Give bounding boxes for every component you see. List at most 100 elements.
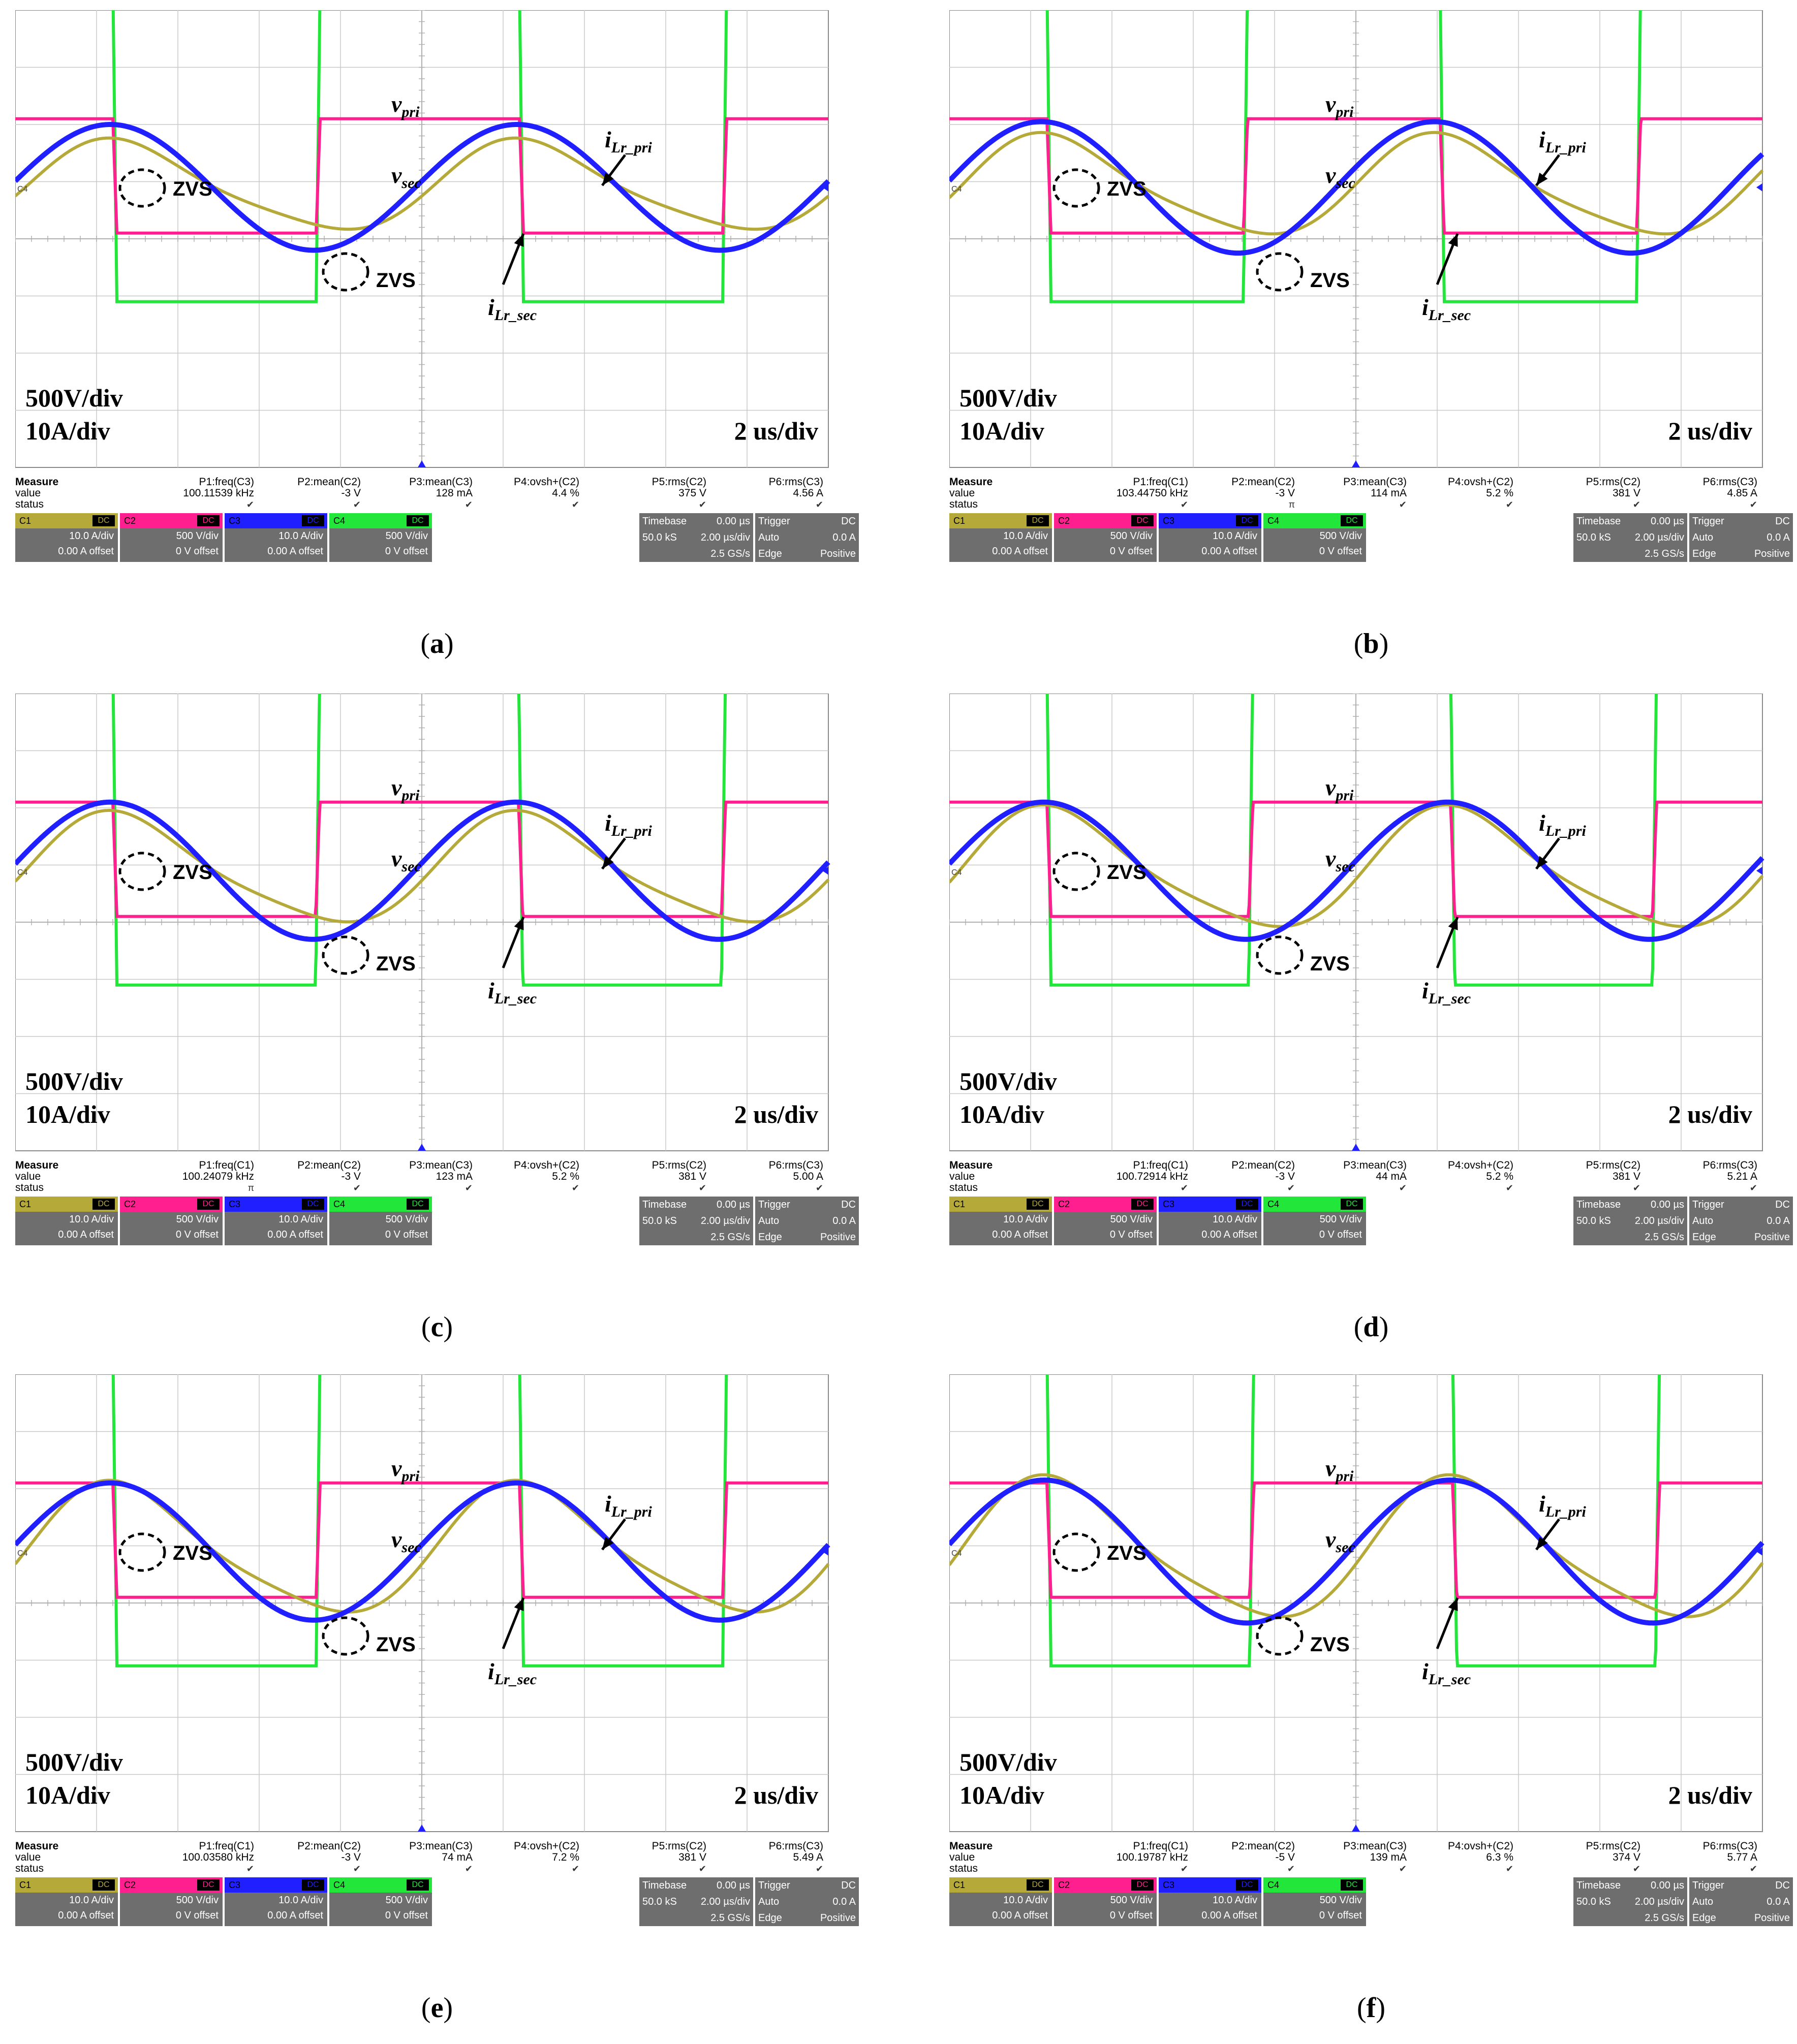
channel-descriptor-c4[interactable]: C4 DC 500 V/div 0 V offset bbox=[1263, 513, 1366, 562]
param-name: P1:freq(C1) bbox=[1133, 1159, 1188, 1171]
channel-descriptor-c2[interactable]: C2 DC 500 V/div 0 V offset bbox=[1054, 1197, 1157, 1245]
measure-param-5[interactable]: P5:rms(C2) 374 V ✔ bbox=[1586, 1841, 1640, 1874]
measure-param-6[interactable]: P6:rms(C3) 5.49 A ✔ bbox=[769, 1841, 823, 1874]
measure-param-5[interactable]: P5:rms(C2) 375 V ✔ bbox=[652, 477, 706, 510]
trace-v-sec bbox=[15, 800, 828, 918]
zvs-2-circle bbox=[322, 935, 369, 975]
timebase-box[interactable]: Timebase 0.00 µs 2.00 µs/div 50.0 kS 2.5 GS/… bbox=[1573, 513, 1687, 562]
measure-param-6[interactable]: P6:rms(C3) 5.77 A ✔ bbox=[1703, 1841, 1757, 1874]
measure-param-4[interactable]: P4:ovsh+(C2) 5.2 % ✔ bbox=[1448, 477, 1513, 510]
channel-descriptor-c3[interactable]: C3 DC 10.0 A/div 0.00 A offset bbox=[225, 513, 327, 562]
panel-letter: d bbox=[1363, 1311, 1379, 1343]
measure-param-6[interactable]: P6:rms(C3) 5.00 A ✔ bbox=[769, 1160, 823, 1193]
trigger-box[interactable]: Trigger DC Auto 0.0 A Edge Positive bbox=[1689, 1197, 1793, 1245]
measure-param-2[interactable]: P2:mean(C2) -3 V ✔ bbox=[297, 1160, 361, 1193]
measure-param-6[interactable]: P6:rms(C3) 4.85 A ✔ bbox=[1703, 477, 1757, 510]
measure-param-6[interactable]: P6:rms(C3) 5.21 A ✔ bbox=[1703, 1160, 1757, 1193]
channel-scale: 500 V/div bbox=[1110, 1214, 1153, 1225]
param-name: P5:rms(C2) bbox=[1586, 1840, 1640, 1852]
measure-param-4[interactable]: P4:ovsh+(C2) 5.2 % ✔ bbox=[514, 1160, 579, 1193]
measure-param-2[interactable]: P2:mean(C2) -3 V ✔ bbox=[297, 1841, 361, 1874]
param-status-icon: ✔ bbox=[464, 1864, 473, 1874]
channel-descriptor-c3[interactable]: C3 DC 10.0 A/div 0.00 A offset bbox=[1159, 1197, 1261, 1245]
arrow-i-lr-sec-head bbox=[514, 917, 524, 930]
label-v-pri-symbol: v bbox=[391, 91, 402, 117]
timebase-rate: 2.5 GS/s bbox=[1645, 1912, 1684, 1924]
measure-param-3[interactable]: P3:mean(C3) 139 mA ✔ bbox=[1343, 1841, 1407, 1874]
measure-param-4[interactable]: P4:ovsh+(C2) 7.2 % ✔ bbox=[514, 1841, 579, 1874]
measure-param-1[interactable]: P1:freq(C3) 100.11539 kHz ✔ bbox=[183, 477, 254, 510]
channel-header: C4 DC bbox=[329, 1877, 432, 1893]
measure-param-5[interactable]: P5:rms(C2) 381 V ✔ bbox=[1586, 477, 1640, 510]
measure-param-4[interactable]: P4:ovsh+(C2) 5.2 % ✔ bbox=[1448, 1160, 1513, 1193]
param-status-icon: ✔ bbox=[698, 1864, 706, 1874]
channel-descriptor-c3[interactable]: C3 DC 10.0 A/div 0.00 A offset bbox=[225, 1877, 327, 1926]
measure-param-5[interactable]: P5:rms(C2) 381 V ✔ bbox=[652, 1841, 706, 1874]
control-bar: C1 DC 10.0 A/div 0.00 A offset C2 DC 500 V/div… bbox=[15, 513, 859, 562]
measure-param-4[interactable]: P4:ovsh+(C2) 4.4 % ✔ bbox=[514, 477, 579, 510]
label-v-sec-symbol: v bbox=[391, 162, 402, 188]
label-i-lr-sec: iLr_sec bbox=[1422, 1658, 1471, 1688]
trigger-box[interactable]: Trigger DC Auto 0.0 A Edge Positive bbox=[1689, 513, 1793, 562]
channel-descriptor-c4[interactable]: C4 DC 500 V/div 0 V offset bbox=[1263, 1877, 1366, 1926]
timebase-box[interactable]: Timebase 0.00 µs 2.00 µs/div 50.0 kS 2.5 GS/… bbox=[1573, 1197, 1687, 1245]
measure-param-2[interactable]: P2:mean(C2) -3 V ✔ bbox=[1231, 1160, 1295, 1193]
label-i-lr-pri-subscript: Lr_pri bbox=[1545, 139, 1587, 156]
measure-param-1[interactable]: P1:freq(C1) 100.19787 kHz ✔ bbox=[1117, 1841, 1188, 1874]
timebase-label: Timebase bbox=[1576, 1199, 1621, 1210]
channel-header: C1 DC bbox=[15, 513, 118, 528]
measure-param-3[interactable]: P3:mean(C3) 44 mA ✔ bbox=[1343, 1160, 1407, 1193]
measure-param-3[interactable]: P3:mean(C3) 114 mA ✔ bbox=[1343, 477, 1407, 510]
trigger-box[interactable]: Trigger DC Auto 0.0 A Edge Positive bbox=[755, 1197, 859, 1245]
channel-descriptor-c3[interactable]: C3 DC 10.0 A/div 0.00 A offset bbox=[1159, 513, 1261, 562]
timebase-box[interactable]: Timebase 0.00 µs 2.00 µs/div 50.0 kS 2.5 GS/… bbox=[639, 1197, 753, 1245]
measure-param-6[interactable]: P6:rms(C3) 4.56 A ✔ bbox=[769, 477, 823, 510]
channel-descriptor-c1[interactable]: C1 DC 10.0 A/div 0.00 A offset bbox=[15, 1197, 118, 1245]
measure-param-1[interactable]: P1:freq(C1) 100.72914 kHz ✔ bbox=[1117, 1160, 1188, 1193]
channel-descriptor-c3[interactable]: C3 DC 10.0 A/div 0.00 A offset bbox=[1159, 1877, 1261, 1926]
channel-descriptor-c2[interactable]: C2 DC 500 V/div 0 V offset bbox=[1054, 513, 1157, 562]
timebase-box[interactable]: Timebase 0.00 µs 2.00 µs/div 50.0 kS 2.5 GS/… bbox=[639, 513, 753, 562]
channel-descriptor-c2[interactable]: C2 DC 500 V/div 0 V offset bbox=[120, 1877, 223, 1926]
param-value: 4.85 A bbox=[1727, 487, 1757, 499]
param-status-icon: ✔ bbox=[464, 1183, 473, 1193]
channel-descriptor-c3[interactable]: C3 DC 10.0 A/div 0.00 A offset bbox=[225, 1197, 327, 1245]
channel-descriptor-c1[interactable]: C1 DC 10.0 A/div 0.00 A offset bbox=[15, 1877, 118, 1926]
measure-param-1[interactable]: P1:freq(C1) 103.44750 kHz ✔ bbox=[1117, 477, 1188, 510]
param-status-icon: ✔ bbox=[815, 499, 823, 510]
measure-param-2[interactable]: P2:mean(C2) -5 V ✔ bbox=[1231, 1841, 1295, 1874]
measure-param-3[interactable]: P3:mean(C3) 128 mA ✔ bbox=[409, 477, 473, 510]
trigger-box[interactable]: Trigger DC Auto 0.0 A Edge Positive bbox=[755, 513, 859, 562]
param-value: 103.44750 kHz bbox=[1116, 487, 1188, 499]
channel-descriptor-c1[interactable]: C1 DC 10.0 A/div 0.00 A offset bbox=[15, 513, 118, 562]
measure-param-5[interactable]: P5:rms(C2) 381 V ✔ bbox=[1586, 1160, 1640, 1193]
amp-per-div: 10A/div bbox=[959, 1781, 1044, 1809]
label-i-lr-pri: iLr_pri bbox=[1539, 1491, 1586, 1520]
channel-descriptor-c1[interactable]: C1 DC 10.0 A/div 0.00 A offset bbox=[949, 1197, 1052, 1245]
channel-descriptor-c1[interactable]: C1 DC 10.0 A/div 0.00 A offset bbox=[949, 1877, 1052, 1926]
timebase-delay: 0.00 µs bbox=[716, 516, 750, 527]
channel-descriptor-c4[interactable]: C4 DC 500 V/div 0 V offset bbox=[329, 513, 432, 562]
channel-descriptor-c2[interactable]: C2 DC 500 V/div 0 V offset bbox=[120, 1197, 223, 1245]
timebase-box[interactable]: Timebase 0.00 µs 2.00 µs/div 50.0 kS 2.5 GS/… bbox=[1573, 1877, 1687, 1926]
measure-param-3[interactable]: P3:mean(C3) 123 mA ✔ bbox=[409, 1160, 473, 1193]
measure-param-1[interactable]: P1:freq(C1) 100.24079 kHz π bbox=[182, 1160, 254, 1193]
label-i-lr-pri-symbol: i bbox=[605, 1491, 611, 1517]
channel-descriptor-c2[interactable]: C2 DC 500 V/div 0 V offset bbox=[120, 513, 223, 562]
timebase-box[interactable]: Timebase 0.00 µs 2.00 µs/div 50.0 kS 2.5 GS/… bbox=[639, 1877, 753, 1926]
measure-param-5[interactable]: P5:rms(C2) 381 V ✔ bbox=[652, 1160, 706, 1193]
channel-descriptor-c4[interactable]: C4 DC 500 V/div 0 V offset bbox=[329, 1877, 432, 1926]
trigger-box[interactable]: Trigger DC Auto 0.0 A Edge Positive bbox=[755, 1877, 859, 1926]
channel-descriptor-c4[interactable]: C4 DC 500 V/div 0 V offset bbox=[1263, 1197, 1366, 1245]
trigger-box[interactable]: Trigger DC Auto 0.0 A Edge Positive bbox=[1689, 1877, 1793, 1926]
control-bar: C1 DC 10.0 A/div 0.00 A offset C2 DC 500 V/div… bbox=[15, 1197, 859, 1245]
channel-descriptor-c4[interactable]: C4 DC 500 V/div 0 V offset bbox=[329, 1197, 432, 1245]
measure-param-2[interactable]: P2:mean(C2) -3 V ✔ bbox=[297, 477, 361, 510]
measure-param-3[interactable]: P3:mean(C3) 74 mA ✔ bbox=[409, 1841, 473, 1874]
trigger-level: 0.0 A bbox=[832, 1896, 856, 1907]
channel-descriptor-c1[interactable]: C1 DC 10.0 A/div 0.00 A offset bbox=[949, 513, 1052, 562]
measure-param-4[interactable]: P4:ovsh+(C2) 6.3 % ✔ bbox=[1448, 1841, 1513, 1874]
measure-param-1[interactable]: P1:freq(C1) 100.03580 kHz ✔ bbox=[182, 1841, 254, 1874]
channel-descriptor-c2[interactable]: C2 DC 500 V/div 0 V offset bbox=[1054, 1877, 1157, 1926]
